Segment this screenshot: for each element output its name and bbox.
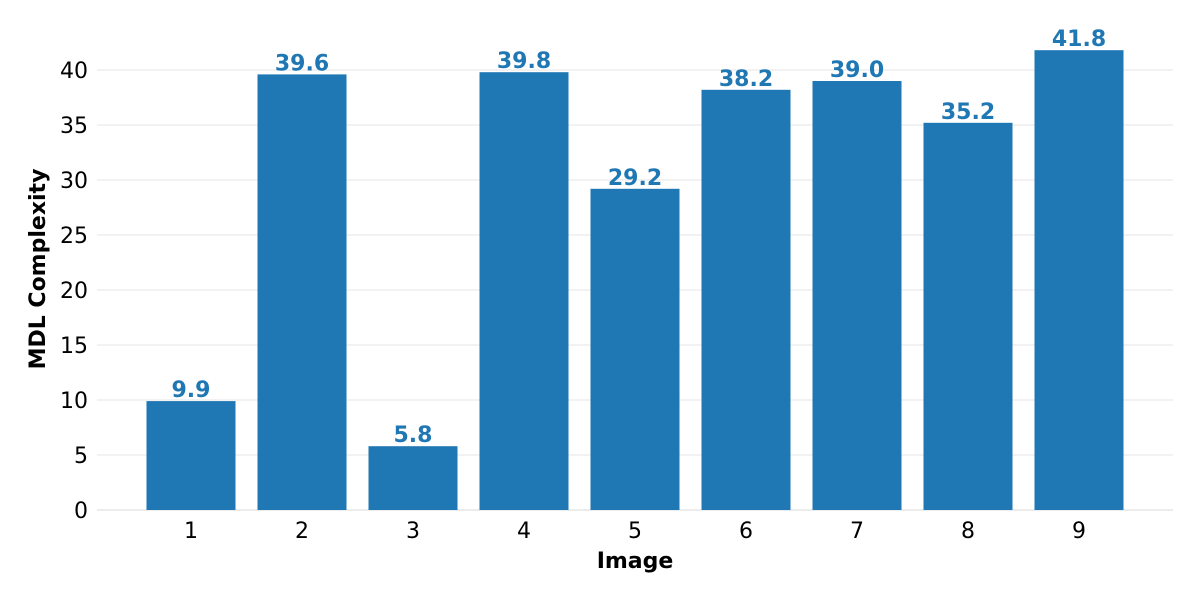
x-tick-label: 2	[295, 519, 309, 544]
y-tick-label: 20	[60, 279, 88, 304]
bar-layer	[146, 50, 1124, 511]
y-tick-label: 40	[60, 59, 88, 84]
x-axis-title: Image	[597, 549, 674, 574]
y-tick-layer: 0 5 10 15 20 25 30 35 40	[60, 59, 88, 524]
data-label: 29.2	[608, 166, 662, 191]
y-tick-label: 5	[74, 444, 88, 469]
x-tick-label: 3	[406, 519, 420, 544]
x-tick-label: 6	[739, 519, 753, 544]
x-tick-label: 9	[1072, 519, 1086, 544]
bar	[812, 81, 902, 510]
x-tick-layer: 1 2 3 4 5 6 7 8 9	[184, 519, 1086, 544]
data-label: 5.8	[394, 423, 433, 448]
bar	[257, 74, 347, 511]
y-tick-label: 0	[74, 499, 88, 524]
y-tick-label: 15	[60, 334, 88, 359]
data-label-layer: 9.9 39.6 5.8 39.8 29.2 38.2 39.0 35.2 41.8	[172, 27, 1107, 448]
data-label: 9.9	[172, 378, 211, 403]
x-tick-label: 5	[628, 519, 642, 544]
bar	[923, 122, 1013, 511]
bar	[368, 446, 458, 510]
data-label: 35.2	[941, 100, 995, 125]
data-label: 39.0	[830, 58, 884, 83]
data-label: 39.8	[497, 49, 551, 74]
y-tick-label: 30	[60, 169, 88, 194]
x-tick-label: 1	[184, 519, 198, 544]
x-tick-label: 7	[850, 519, 864, 544]
y-tick-label: 10	[60, 389, 88, 414]
y-tick-label: 25	[60, 224, 88, 249]
bar	[479, 72, 569, 510]
bar	[1034, 50, 1124, 510]
y-tick-label: 35	[60, 114, 88, 139]
bar	[701, 89, 791, 511]
data-label: 41.8	[1052, 27, 1106, 52]
bar	[590, 188, 680, 511]
bar	[146, 401, 236, 510]
x-tick-label: 4	[517, 519, 531, 544]
y-axis-title: MDL Complexity	[26, 169, 51, 370]
data-label: 39.6	[275, 51, 329, 76]
data-label: 38.2	[719, 67, 773, 92]
x-tick-label: 8	[961, 519, 975, 544]
